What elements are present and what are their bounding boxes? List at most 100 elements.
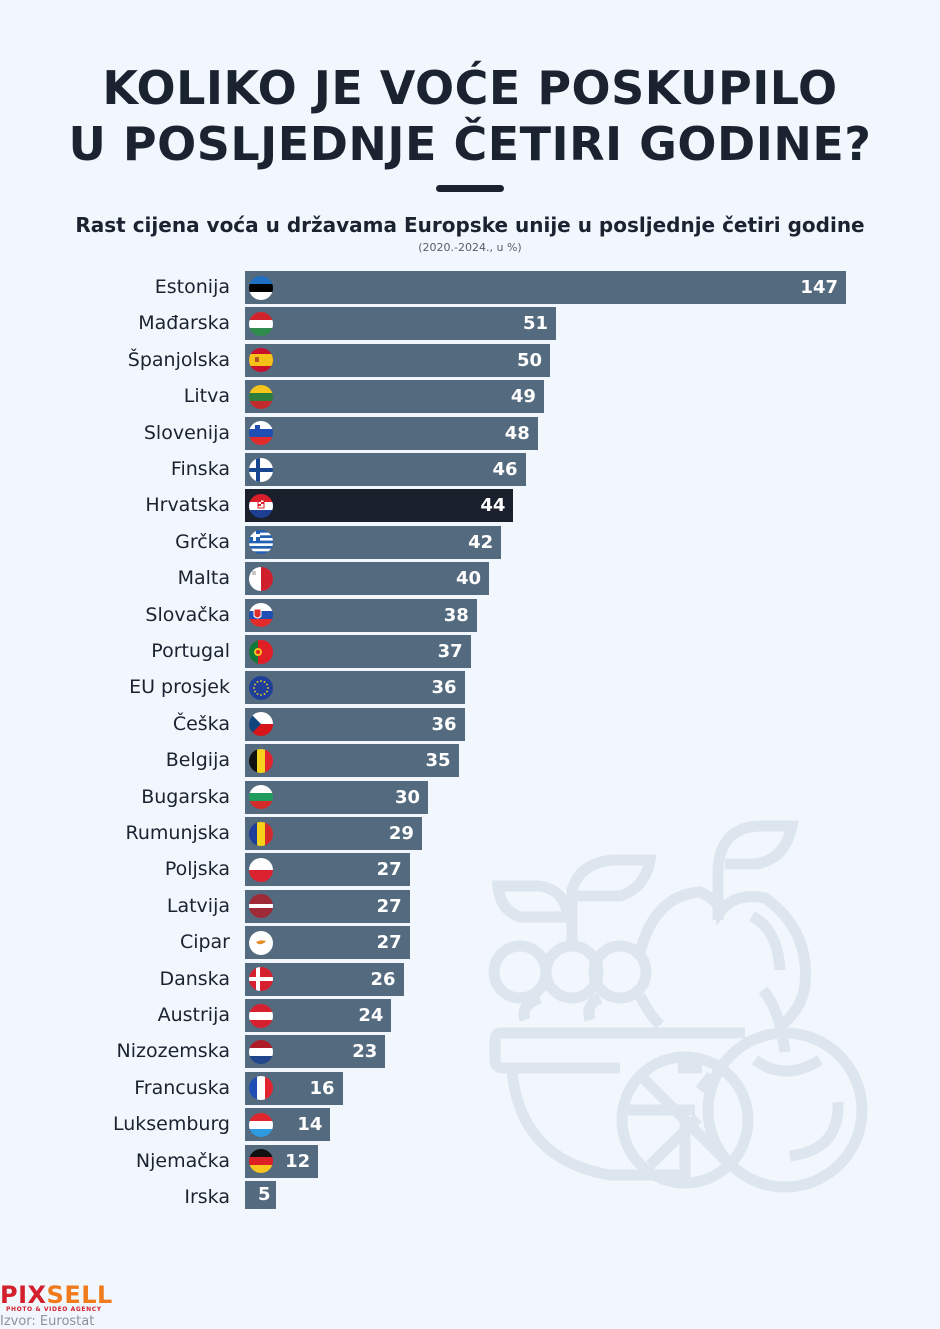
bar-row: Grčka 42 — [0, 525, 940, 559]
bar: 44 — [245, 489, 514, 523]
bar: 27 — [245, 853, 410, 887]
hungary-flag-icon — [249, 311, 273, 336]
bar: 14 — [245, 1108, 331, 1142]
luxembourg-flag-icon — [249, 1112, 273, 1137]
category-label: Slovenija — [143, 421, 230, 444]
value-label: 49 — [510, 386, 536, 408]
bar-row: Francuska 16 — [0, 1071, 940, 1105]
bar-row: Cipar 27 — [0, 926, 940, 960]
chart-subtitle: Rast cijena voća u državama Europske uni… — [75, 213, 865, 237]
bar-row: Nizozemska 23 — [0, 1035, 940, 1069]
bar-row: Mađarska 51 — [0, 307, 940, 341]
malta-flag-icon — [249, 566, 273, 591]
poland-flag-icon — [249, 857, 273, 882]
bar: 27 — [245, 926, 410, 960]
chart-subnote: (2020.-2024., u %) — [418, 241, 522, 254]
bar-row: Španjolska 50 — [0, 343, 940, 377]
category-label: Malta — [177, 567, 230, 590]
bar-row: Češka 36 — [0, 707, 940, 741]
category-label: Cipar — [179, 931, 230, 954]
value-label: 38 — [443, 604, 469, 626]
bar-row: Estonija 147 — [0, 271, 940, 304]
value-label: 36 — [431, 677, 457, 699]
value-label: 16 — [309, 1077, 335, 1099]
bar: 40 — [245, 562, 489, 596]
value-label: 50 — [516, 349, 542, 371]
value-label: 26 — [370, 968, 396, 990]
value-label: 36 — [431, 713, 457, 735]
bar-row: Poljska 27 — [0, 853, 940, 887]
bar: 51 — [245, 307, 557, 341]
value-label: 48 — [504, 422, 530, 444]
austria-flag-icon — [249, 1003, 273, 1028]
bar-row: Belgija 35 — [0, 744, 940, 778]
bar: 147 — [245, 271, 846, 304]
logo-tagline: PHOTO & VIDEO AGENCY — [6, 1306, 102, 1313]
bar-row: Bugarska 30 — [0, 780, 940, 814]
greece-flag-icon — [249, 530, 273, 555]
bar-row: Slovenija 48 — [0, 416, 940, 450]
category-label: Irska — [184, 1186, 230, 1208]
bar-row: Slovačka 38 — [0, 598, 940, 632]
belgium-flag-icon — [249, 748, 273, 773]
bar-row: Njemačka 12 — [0, 1144, 940, 1178]
germany-flag-icon — [249, 1149, 273, 1174]
bar: 24 — [245, 999, 392, 1032]
czechia-flag-icon — [249, 712, 273, 737]
croatia-flag-icon — [249, 493, 273, 518]
bar: 46 — [245, 453, 526, 486]
bar-row: Litva 49 — [0, 380, 940, 414]
category-label: Slovačka — [145, 603, 230, 626]
title-line-1: KOLIKO JE VOĆE POSKUPILO — [102, 61, 838, 115]
bar: 42 — [245, 525, 502, 559]
portugal-flag-icon — [249, 639, 273, 664]
value-label: 29 — [388, 823, 414, 844]
bar: 27 — [245, 889, 410, 923]
bar: 5 — [245, 1181, 276, 1209]
value-label: 24 — [358, 1005, 384, 1026]
category-label: Nizozemska — [116, 1040, 230, 1063]
bar-row: Irska 5 — [0, 1181, 940, 1214]
title-divider — [436, 185, 504, 192]
bar-row: Danska 26 — [0, 962, 940, 996]
title-line-2: U POSLJEDNJE ČETIRI GODINE? — [68, 117, 872, 171]
category-label: Njemačka — [135, 1149, 230, 1172]
bulgaria-flag-icon — [249, 785, 273, 810]
value-label: 27 — [376, 932, 402, 954]
category-label: Luksemburg — [112, 1113, 230, 1136]
value-label: 12 — [285, 1150, 311, 1172]
page-title: KOLIKO JE VOĆE POSKUPILO U POSLJEDNJE ČE… — [0, 60, 940, 172]
value-label: 14 — [297, 1114, 323, 1136]
bar-row: Portugal 37 — [0, 635, 940, 668]
category-label: Bugarska — [141, 785, 230, 808]
value-label: 37 — [437, 641, 463, 662]
bar: 38 — [245, 598, 477, 632]
bar: 30 — [245, 780, 428, 814]
bar: 37 — [245, 635, 471, 668]
slovenia-flag-icon — [249, 421, 273, 446]
bar: 29 — [245, 817, 422, 850]
category-label: Belgija — [165, 749, 230, 772]
value-label: 5 — [257, 1184, 271, 1205]
spain-flag-icon — [249, 348, 273, 373]
value-label: 40 — [455, 568, 481, 590]
category-label: Češka — [172, 712, 230, 735]
france-flag-icon — [249, 1076, 273, 1101]
bar: 48 — [245, 416, 538, 450]
bar-row: Rumunjska 29 — [0, 817, 940, 850]
bar: 26 — [245, 962, 404, 996]
netherlands-flag-icon — [249, 1039, 273, 1064]
category-label: Rumunjska — [125, 822, 230, 844]
value-label: 30 — [394, 786, 420, 808]
category-label: Francuska — [134, 1076, 230, 1099]
logo-part-2: SELL — [46, 1281, 113, 1309]
fruit-basket-icon — [488, 820, 868, 1193]
bar: 49 — [245, 380, 544, 414]
category-label: Litva — [183, 385, 230, 408]
category-label: Hrvatska — [145, 494, 230, 517]
cyprus-flag-icon — [249, 930, 273, 955]
category-label: Portugal — [151, 640, 230, 662]
romania-flag-icon — [249, 821, 273, 846]
logo-part-1: PIX — [0, 1281, 47, 1309]
